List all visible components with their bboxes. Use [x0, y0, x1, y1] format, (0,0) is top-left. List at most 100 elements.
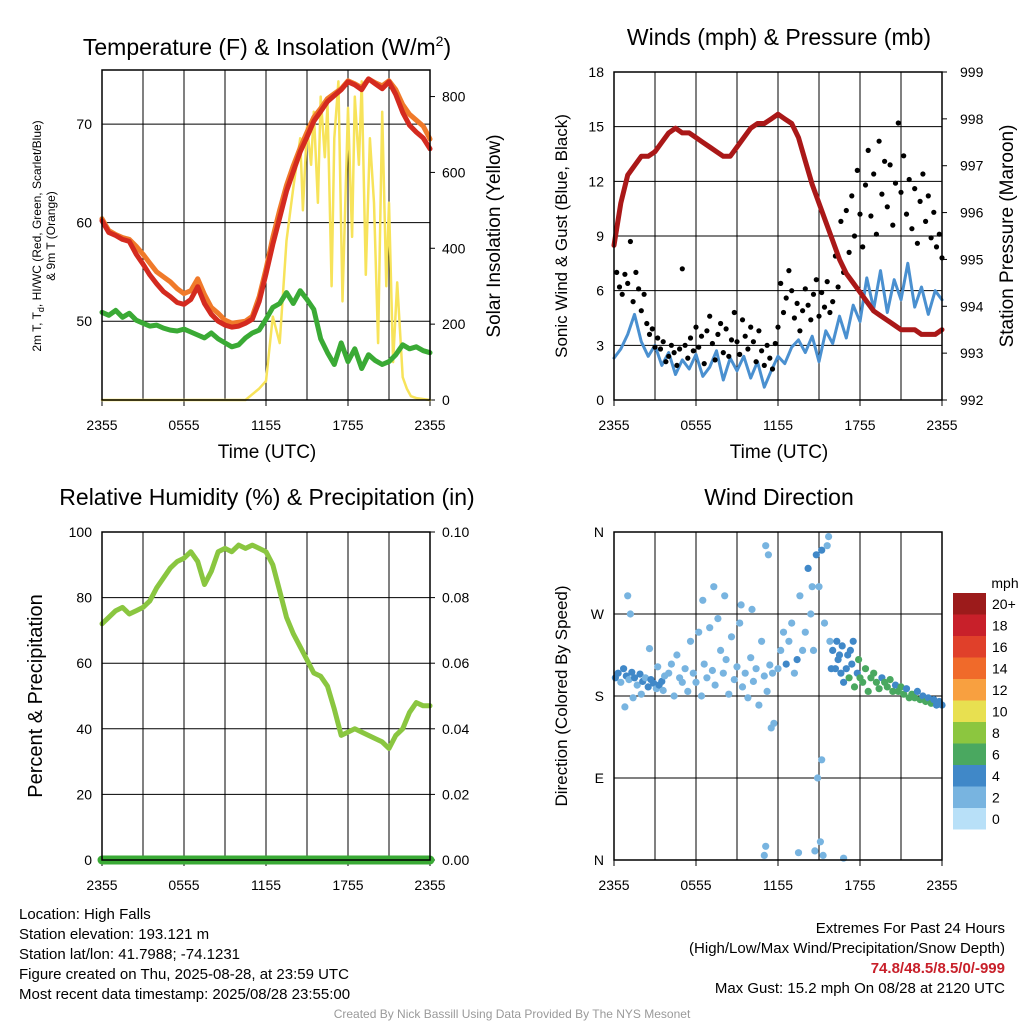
pressure-ytick-label: 997: [960, 158, 984, 174]
gust-point: [704, 328, 710, 334]
insolation-ytick-label: 600: [442, 164, 466, 180]
gust-point: [876, 138, 882, 144]
gust-point: [679, 266, 685, 272]
temperature-xlabel: Time (UTC): [218, 442, 317, 463]
dir-plot-border: [613, 531, 943, 861]
gust-point: [701, 361, 707, 367]
wind-ytick-label: 12: [588, 173, 604, 189]
gust-point: [750, 339, 757, 345]
gust-point: [868, 213, 874, 219]
direction-point: [766, 661, 774, 669]
rh-xtick-label: 2355: [414, 877, 445, 893]
direction-point: [829, 646, 837, 655]
gust-point: [884, 204, 890, 210]
legend-label: 20+: [992, 596, 1016, 612]
extremes-subtitle: (High/Low/Max Wind/Precipitation/Snow De…: [689, 940, 1005, 957]
direction-point: [924, 694, 932, 702]
temperature-ylabel: 2m T, Td, HI/WC (Red, Green, Scarlet/Blu…: [30, 120, 46, 351]
wind-ytick-label: 15: [588, 119, 604, 135]
rh-ytick-label: 40: [76, 721, 92, 737]
direction-point: [650, 679, 658, 687]
direction-point: [902, 685, 911, 693]
direction-point: [633, 681, 641, 689]
dir-xtick-label: 0555: [680, 877, 711, 893]
rh-ytick-label: 60: [76, 655, 92, 671]
gust-point: [873, 231, 880, 237]
dir-xtick-label: 2355: [598, 877, 629, 893]
temp-xtick-label: 2355: [414, 417, 445, 433]
direction-point: [760, 672, 768, 680]
legend-swatch: [953, 700, 986, 722]
direction-point: [722, 656, 730, 664]
direction-point: [641, 674, 650, 682]
dir-ytick-label: N: [594, 852, 604, 868]
legend-swatch: [953, 786, 986, 808]
wind-ytick-label: 18: [588, 64, 604, 80]
pressure-ytick-label: 999: [960, 64, 984, 80]
direction-point: [697, 692, 706, 700]
direction-point: [814, 774, 822, 782]
legend-label: 18: [992, 618, 1008, 634]
gust-point: [641, 291, 647, 297]
gust-point: [775, 324, 781, 330]
temp-ytick-label: 60: [76, 215, 92, 231]
gust-point: [668, 342, 675, 348]
direction-point: [730, 676, 738, 684]
legend-label: 10: [992, 704, 1008, 720]
rh-ylabel: Percent & Precipitation: [25, 594, 47, 797]
gust-point: [769, 366, 776, 372]
gust-point: [791, 315, 798, 321]
wind-title: Winds (mph) & Pressure (mb): [627, 24, 931, 50]
pressure-line: [611, 111, 945, 337]
direction-point: [624, 592, 632, 600]
wind-xtick-label: 1155: [763, 417, 793, 433]
gust-point: [933, 244, 940, 250]
legend-label: 8: [992, 725, 1000, 741]
gust-point: [912, 186, 918, 192]
temperature-panel: Temperature (F) & Insolation (W/m2) 2m T…: [30, 33, 505, 463]
direction-point: [747, 654, 755, 662]
direction-point: [733, 663, 741, 671]
direction-point: [889, 687, 897, 696]
direction-point: [714, 615, 722, 623]
gust-point: [819, 289, 825, 296]
legend-label: 4: [992, 768, 1000, 784]
gust-point: [685, 355, 691, 361]
direction-point: [752, 665, 760, 673]
rh-xtick-label: 1755: [332, 877, 363, 893]
direction-point: [678, 678, 686, 686]
gust-point: [619, 291, 625, 297]
sonic-wind-line: [612, 261, 944, 389]
direction-point: [796, 592, 804, 600]
direction-point: [777, 646, 785, 655]
direction-point: [717, 646, 725, 655]
gust-point: [923, 218, 929, 224]
latlon-text: Station lat/lon: 41.7988; -74.1231: [19, 946, 241, 963]
direction-point: [913, 687, 922, 696]
direction-point: [721, 592, 729, 600]
precip-ytick-label: 0.06: [442, 655, 469, 671]
direction-point: [695, 628, 703, 636]
direction-point: [700, 660, 708, 668]
direction-point: [900, 690, 908, 698]
direction-point: [628, 668, 636, 676]
direction-point: [645, 645, 654, 653]
legend-swatch: [953, 722, 986, 744]
direction-point: [818, 546, 826, 554]
direction-point: [659, 686, 667, 695]
gust-point: [666, 353, 672, 359]
wind-ylabel: Sonic Wind & Gust (Blue, Black): [552, 114, 571, 358]
direction-point: [870, 669, 878, 677]
extremes-title: Extremes For Past 24 Hours: [815, 920, 1005, 937]
dir-xtick-label: 1755: [844, 877, 875, 893]
gust-point: [783, 295, 789, 301]
gust-point: [728, 337, 735, 343]
temperature-ylabel-line2: & 9m T (Orange): [44, 191, 58, 281]
gust-point: [865, 147, 871, 153]
direction-point: [779, 628, 788, 636]
direction-point: [774, 665, 782, 673]
temp-xtick-label: 2355: [86, 417, 117, 433]
direction-panel: Wind Direction Direction (Colored By Spe…: [552, 484, 1019, 807]
pressure-ytick-label: 993: [960, 345, 984, 361]
